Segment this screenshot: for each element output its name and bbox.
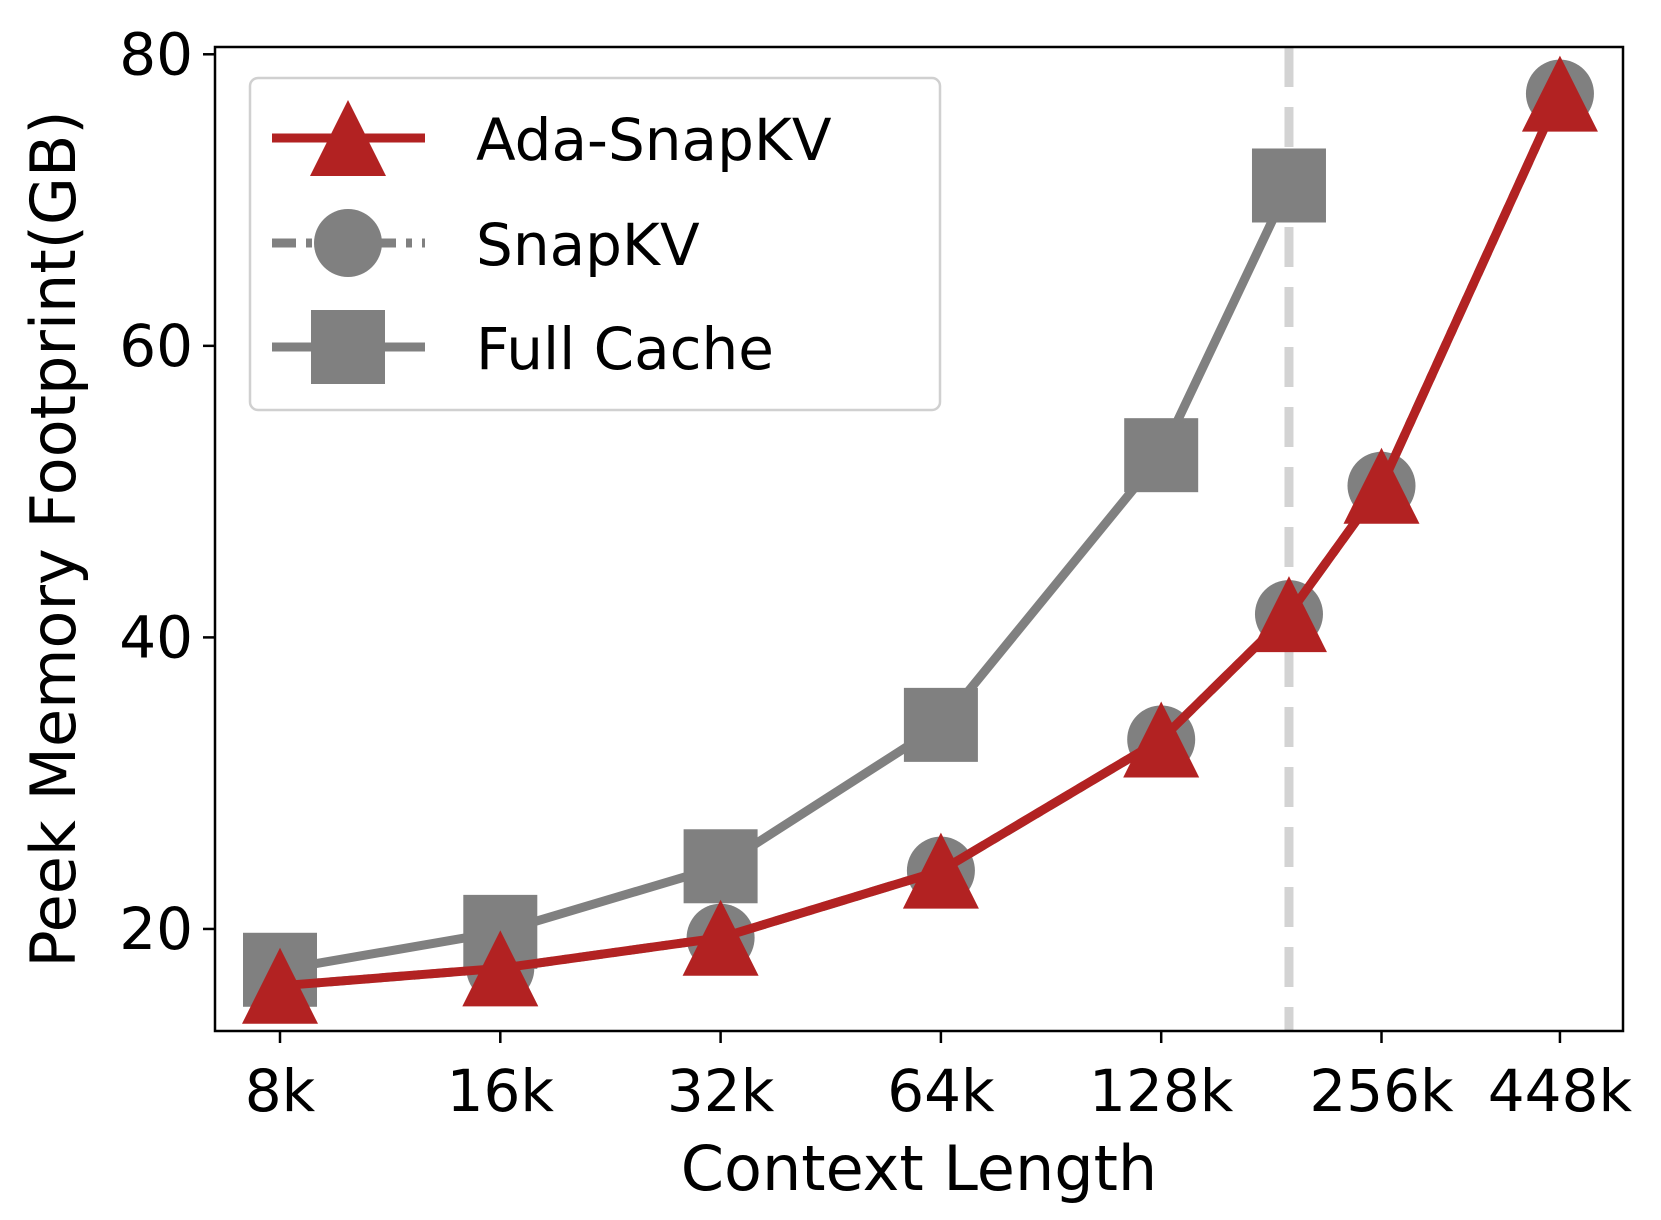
x-tick-label: 448k [1488, 1057, 1633, 1125]
y-tick-label: 60 [119, 312, 193, 380]
legend-label: SnapKV [476, 211, 700, 279]
data-point [1123, 701, 1200, 778]
y-axis-title: Peek Memory Footprint(GB) [17, 110, 90, 967]
x-tick-label: 32k [667, 1057, 775, 1125]
x-tick-label: 256k [1309, 1057, 1454, 1125]
legend-label: Full Cache [476, 315, 774, 383]
data-point [682, 899, 759, 976]
legend-swatch-marker [314, 209, 382, 277]
legend-item: SnapKV [272, 209, 700, 279]
legend-swatch-marker [310, 100, 386, 176]
data-point [1521, 55, 1598, 132]
data-point [1251, 148, 1326, 223]
x-tick-label: 128k [1089, 1057, 1234, 1125]
data-point [683, 829, 758, 904]
series-ada-snapkv [242, 55, 1598, 1024]
y-tick-label: 20 [119, 895, 193, 963]
data-point [1124, 418, 1199, 493]
axis-ticks: 8k 16k 32k 64k 128k 256k 448k 20 40 60 80 [119, 20, 1632, 1125]
legend-label: Ada-SnapKV [476, 106, 832, 174]
data-point [242, 947, 318, 1024]
x-axis-title: Context Length [681, 1132, 1157, 1205]
legend: Ada-SnapKV SnapKV Full Cache [248, 76, 942, 412]
x-tick-label: 8k [245, 1057, 316, 1125]
x-tick-label: 64k [887, 1057, 995, 1125]
data-point [1250, 576, 1327, 653]
plot-frame [213, 45, 1625, 1033]
data-point [903, 687, 978, 762]
legend-item: Ada-SnapKV [272, 100, 832, 176]
data-point [902, 832, 979, 909]
y-tick-label: 40 [119, 603, 193, 671]
data-point [462, 930, 539, 1007]
legend-box [248, 76, 942, 412]
legend-swatch-marker [311, 310, 385, 384]
data-point [1343, 447, 1420, 524]
series-group [242, 55, 1598, 1024]
y-tick-label: 80 [119, 20, 193, 88]
legend-item: Full Cache [272, 310, 774, 384]
x-tick-label: 16k [447, 1057, 555, 1125]
